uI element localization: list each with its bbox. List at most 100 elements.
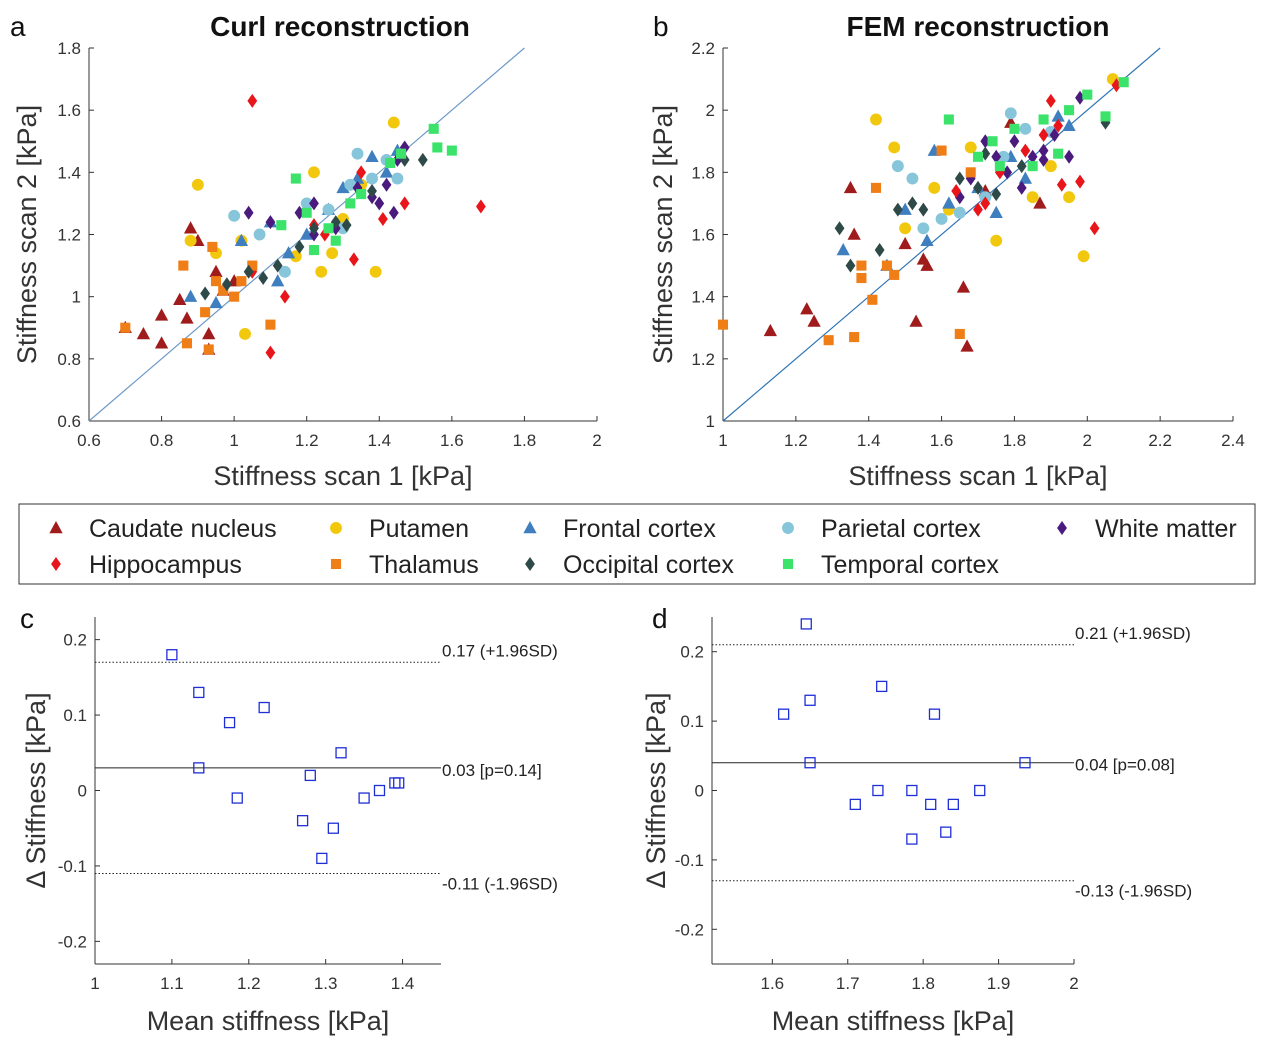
y-tick-label: 1 <box>72 288 81 307</box>
data-point-caudate <box>920 258 934 271</box>
data-point-putamen <box>888 141 901 154</box>
data-point-thalamus <box>178 260 189 271</box>
data-point-parietal <box>953 206 966 219</box>
data-point <box>327 822 340 834</box>
series-caudate <box>763 115 1047 352</box>
data-point-putamen <box>1063 191 1076 204</box>
data-point-hippocampus <box>1111 78 1122 93</box>
data-point-caudate <box>800 302 814 315</box>
data-point-parietal <box>322 203 335 216</box>
data-point-occipital <box>294 239 305 254</box>
data-point-thalamus <box>207 241 218 252</box>
data-point-parietal <box>253 228 266 241</box>
data-point <box>906 833 918 845</box>
data-point-hippocampus <box>356 165 367 180</box>
data-point-parietal <box>906 172 919 185</box>
data-point-caudate <box>209 264 223 278</box>
data-point-hippocampus <box>1075 174 1085 189</box>
data-point <box>296 815 309 827</box>
x-tick-label: 1.6 <box>440 431 464 450</box>
y-tick-label: 0.2 <box>680 643 704 662</box>
data-point-white <box>1009 134 1020 149</box>
data-point-frontal <box>920 233 934 246</box>
data-point-temporal <box>1038 114 1049 125</box>
data-point-parietal <box>228 209 241 222</box>
data-point-frontal <box>281 246 296 259</box>
data-point <box>389 777 401 789</box>
data-point-temporal <box>396 148 407 159</box>
data-point-putamen <box>315 265 328 278</box>
data-point <box>358 792 370 804</box>
y-tick-label: 2.2 <box>691 39 715 58</box>
data-point-thalamus <box>203 344 214 355</box>
y-tick-label: -0.2 <box>58 932 87 951</box>
data-point <box>947 798 959 811</box>
legend-marker-temporal <box>782 558 794 570</box>
panel-label: a <box>10 11 26 42</box>
series-hippocampus <box>951 78 1122 236</box>
panel-c-bland-altman: 1 1.1 1.2 1.3 1.4 -0.2 -0.1 0 0.1 0.2 Mean stiffne… <box>20 603 558 1036</box>
data-point-thalamus <box>823 335 834 346</box>
data-point-hippocampus <box>1045 93 1056 108</box>
x-axis-label: Stiffness scan 1 [kPa] <box>848 461 1107 491</box>
data-point-white <box>1038 152 1049 167</box>
data-point-white <box>243 205 254 220</box>
chart-title: FEM reconstruction <box>847 11 1110 42</box>
series-thalamus <box>717 145 976 346</box>
legend-marker-parietal <box>782 522 794 534</box>
x-tick-label: 1.4 <box>391 974 415 993</box>
data-point <box>974 784 986 797</box>
chart-title: Curl reconstruction <box>210 11 470 42</box>
data-point-caudate <box>916 252 931 265</box>
data-point-hippocampus <box>1056 177 1067 192</box>
y-tick-label: 1.6 <box>691 226 715 245</box>
data-point-thalamus <box>867 294 878 305</box>
data-point-putamen <box>1044 160 1057 173</box>
data-point <box>193 762 205 774</box>
y-tick-label: 0.1 <box>680 712 704 731</box>
data-point-hippocampus <box>280 289 290 304</box>
data-point-occipital <box>367 183 377 198</box>
data-point-caudate <box>960 339 974 352</box>
legend-marker-frontal <box>523 521 537 534</box>
x-tick-label: 2 <box>1069 974 1078 993</box>
y-tick-label: 1.6 <box>57 101 81 120</box>
data-point-frontal <box>989 205 1003 218</box>
data-point <box>777 708 790 720</box>
data-point-parietal <box>935 213 948 225</box>
data-point-parietal <box>278 265 291 278</box>
data-point-temporal <box>323 223 334 234</box>
data-point <box>804 694 816 706</box>
data-point-parietal <box>1019 122 1032 135</box>
data-point-temporal <box>301 207 312 218</box>
y-tick-label: -0.1 <box>58 857 87 876</box>
x-tick-label: 2 <box>1083 431 1092 450</box>
y-tick-label: -0.2 <box>675 920 704 939</box>
data-point-temporal <box>1053 148 1064 159</box>
data-point-thalamus <box>849 332 860 343</box>
data-point <box>193 686 205 699</box>
data-point <box>925 798 937 811</box>
data-point-parietal <box>391 172 404 185</box>
data-point-hippocampus <box>399 196 410 211</box>
legend: Caudate nucleus Putamen Frontal cortex Pari… <box>18 503 1256 585</box>
x-tick-label: 1 <box>229 431 238 450</box>
data-point-frontal <box>300 227 314 240</box>
data-point-frontal <box>836 243 850 256</box>
legend-label-putamen: Putamen <box>369 515 469 543</box>
data-point-white <box>374 196 385 211</box>
data-point-occipital <box>991 187 1002 202</box>
data-point-caudate <box>843 180 858 194</box>
data-point-thalamus <box>936 145 947 156</box>
data-point-occipital <box>200 286 211 301</box>
data-point-thalamus <box>881 260 892 271</box>
data-point-caudate <box>180 311 194 324</box>
x-tick-label: 0.8 <box>150 431 174 450</box>
data-point-white <box>1049 128 1060 143</box>
panel-a-curl-scatter: 0.6 0.8 1 1.2 1.4 1.6 1.8 2 0.6 0.8 1 1.2 1.4 1.6 1.8 S… <box>10 11 602 491</box>
data-point-hippocampus <box>973 202 983 217</box>
data-point-thalamus <box>120 322 131 333</box>
data-point-frontal <box>1018 171 1033 184</box>
reference-line-label: 0.04 [p=0.08] <box>1075 756 1175 775</box>
data-point-white <box>991 149 1002 164</box>
